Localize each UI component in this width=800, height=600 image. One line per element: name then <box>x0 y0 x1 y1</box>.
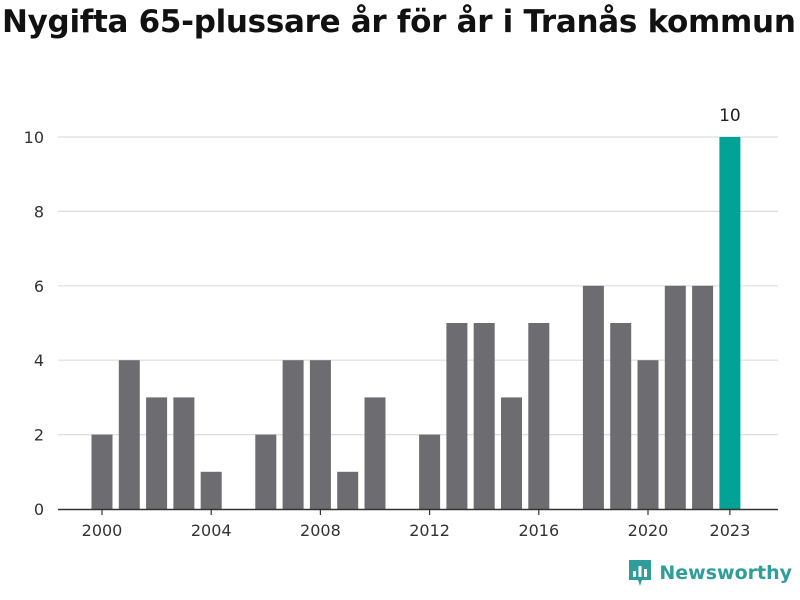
brand-name: Newsworthy <box>659 562 792 584</box>
bars <box>91 137 741 509</box>
bar-2008 <box>309 360 331 509</box>
y-tick-label: 8 <box>34 202 44 221</box>
data-labels: 10 <box>719 106 741 126</box>
x-tick-label: 2000 <box>82 521 123 540</box>
bar-2015 <box>501 397 522 509</box>
newsworthy-logo-icon <box>629 560 652 586</box>
x-tick-label: 2020 <box>628 521 669 540</box>
y-tick-label: 6 <box>34 277 44 296</box>
data-label-2023: 10 <box>719 106 741 126</box>
x-axis-ticks: 2000 2004 2008 2012 2016 2020 2023 <box>82 509 751 540</box>
bar-2010 <box>364 397 386 509</box>
x-tick-label: 2016 <box>518 521 559 540</box>
bar-2012 <box>419 434 441 509</box>
bar-2021 <box>664 285 686 509</box>
bar-2001 <box>118 360 140 509</box>
bar-2019 <box>610 323 632 509</box>
bar-2016 <box>528 323 550 509</box>
y-tick-label: 4 <box>34 351 44 370</box>
y-tick-label: 2 <box>34 426 44 445</box>
bar-2007 <box>282 360 304 509</box>
y-tick-label: 0 <box>34 500 44 519</box>
chart-title: Nygifta 65-plussare år för år i Tranås k… <box>2 4 796 40</box>
bar-2023 <box>719 137 741 509</box>
x-tick-label: 2012 <box>409 521 450 540</box>
bar-2014 <box>473 323 495 509</box>
bar-2018 <box>582 285 604 509</box>
x-tick-label: 2023 <box>710 521 751 540</box>
bar-2020 <box>637 360 659 509</box>
bar-2000 <box>91 434 113 509</box>
x-tick-label: 2008 <box>300 521 341 540</box>
y-axis-ticks: 0 2 4 6 8 10 <box>24 128 44 519</box>
x-tick-label: 2004 <box>191 521 232 540</box>
bar-2006 <box>255 434 277 509</box>
bar-2003 <box>173 397 195 509</box>
bar-2002 <box>146 397 168 509</box>
newsworthy-brand: Newsworthy <box>627 558 792 588</box>
bar-2004 <box>200 471 222 509</box>
bar-2009 <box>337 471 359 509</box>
y-tick-label: 10 <box>24 128 44 147</box>
bar-2022 <box>692 285 714 509</box>
bar-2013 <box>446 323 468 509</box>
